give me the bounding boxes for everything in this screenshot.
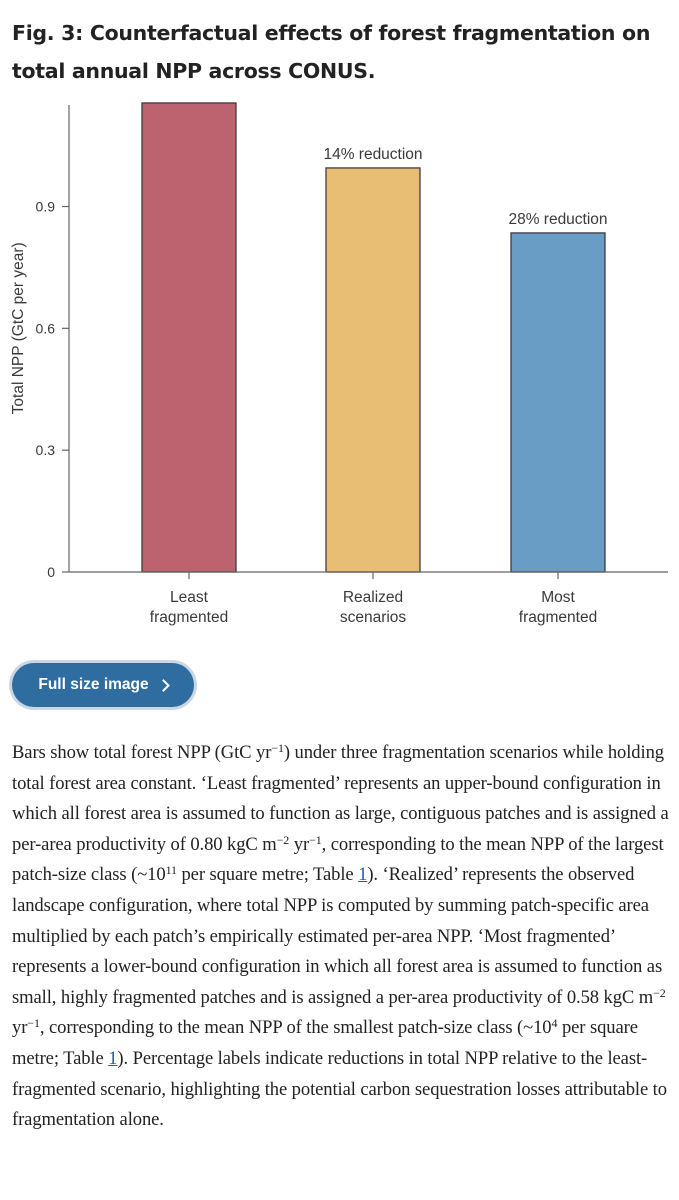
caption-text: , corresponding to the mean NPP of the l… <box>12 833 664 886</box>
npp-bar-chart: 0 0.3 0.6 0.9 Total NPP (GtC per year) Least f… <box>0 95 679 640</box>
caption-superscript: −2 <box>276 832 290 847</box>
caption-text: per square metre; Table <box>12 1017 638 1069</box>
x-tick-label: fragmented <box>519 609 597 626</box>
caption-text: per square metre; Table <box>176 864 359 886</box>
y-tick-label: 0.6 <box>36 320 56 336</box>
y-tick-label: 0.9 <box>36 199 56 215</box>
caption-superscript: −1 <box>309 832 322 847</box>
caption-text: ). ‘Realized’ represents the observed la… <box>12 864 663 1008</box>
y-tick-label: 0 <box>47 564 55 580</box>
bar-annotation: 14% reduction <box>323 146 422 163</box>
figure-caption: Bars show total forest NPP (GtC yr−1) un… <box>12 738 672 1136</box>
caption-text: , corresponding to the mean NPP of the s… <box>39 1017 552 1039</box>
x-tick-label: Most <box>541 589 575 606</box>
caption-text: Bars show total forest NPP (GtC yr <box>12 742 272 763</box>
bar <box>510 232 606 573</box>
caption-superscript: −2 <box>653 985 666 1000</box>
x-tick-label: Least <box>170 589 209 606</box>
chevron-right-icon <box>156 678 170 692</box>
table-1-reference-link[interactable]: 1 <box>358 864 368 886</box>
bar <box>141 102 237 573</box>
chart-svg: 0 0.3 0.6 0.9 Total NPP (GtC per year) Least f… <box>10 102 668 626</box>
x-tick-label: fragmented <box>150 609 228 626</box>
caption-text: ). Percentage labels indicate reductions… <box>12 1047 667 1131</box>
caption-text: yr <box>12 1017 28 1039</box>
caption-superscript: −1 <box>271 741 284 755</box>
full-size-image-button[interactable]: Full size image <box>12 663 194 707</box>
full-size-image-label: Full size image <box>38 676 149 693</box>
bar-annotation: 28% reduction <box>508 211 607 228</box>
caption-text: ) under three fragmentation scenarios wh… <box>12 742 669 855</box>
y-axis-label: Total NPP (GtC per year) <box>10 242 27 414</box>
caption-superscript: 11 <box>165 863 177 878</box>
caption-text: yr <box>289 833 310 855</box>
y-tick-label: 0.3 <box>36 442 56 458</box>
figure-title: Fig. 3: Counterfactual effects of forest… <box>12 21 651 83</box>
caption-superscript: −1 <box>27 1016 40 1031</box>
bar <box>325 167 421 573</box>
x-tick-label: Realized <box>343 589 403 606</box>
caption-superscript: 4 <box>551 1016 558 1031</box>
table-1-reference-link[interactable]: 1 <box>108 1047 118 1069</box>
x-tick-label: scenarios <box>340 609 407 626</box>
